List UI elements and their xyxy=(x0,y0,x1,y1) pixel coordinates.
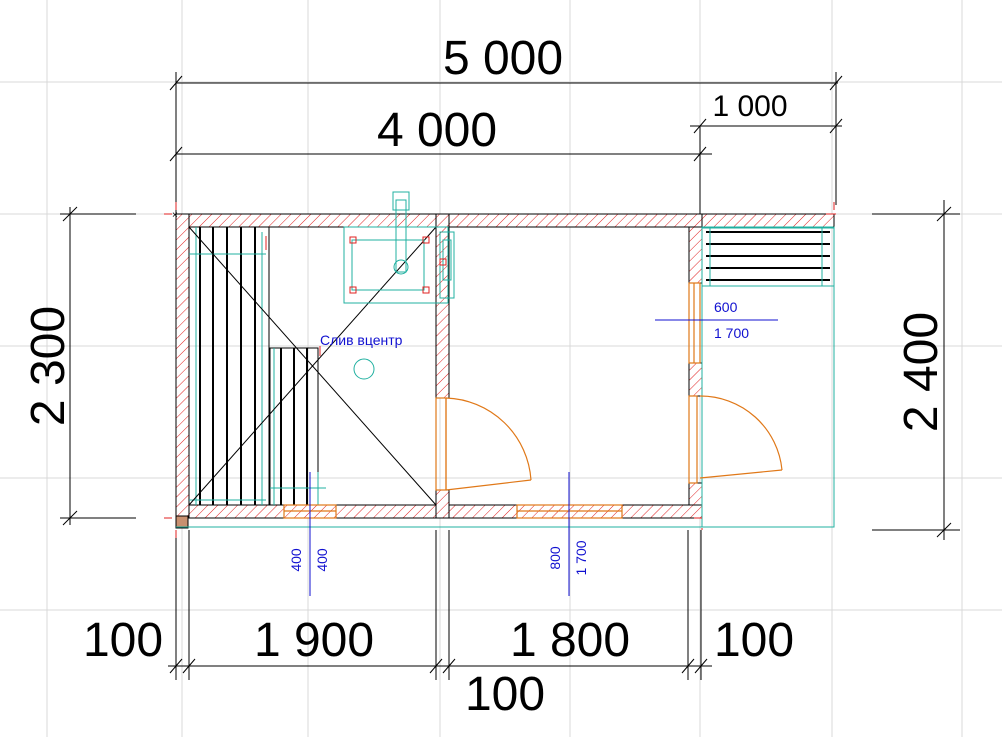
window-right xyxy=(688,282,701,364)
dim-inner-width: 4 000 xyxy=(377,104,497,157)
right-dimension xyxy=(872,200,960,540)
stove-fixture xyxy=(343,191,455,304)
top-dimensions xyxy=(169,72,843,215)
door-entrance xyxy=(688,395,783,484)
dim-bottom-room2: 1 800 xyxy=(510,614,630,667)
corner-markers: × xyxy=(164,202,836,538)
window-right-height: 1 700 xyxy=(714,325,749,341)
window-bottom-mid-b: 1 700 xyxy=(573,540,589,575)
dim-bottom-right-wall: 100 xyxy=(714,614,794,667)
dim-bottom-room1: 1 900 xyxy=(254,614,374,667)
porch-outline xyxy=(701,226,835,528)
window-bottom-left-a: 400 xyxy=(288,548,304,572)
svg-text:×: × xyxy=(172,210,178,221)
dim-bottom-center-wall: 100 xyxy=(465,668,545,721)
dim-overall-width: 5 000 xyxy=(443,32,563,85)
dim-left-height: 2 300 xyxy=(22,306,75,426)
sauna-shelves xyxy=(188,226,437,506)
window-bottom-left-b: 400 xyxy=(314,548,330,572)
left-dimension xyxy=(60,206,136,526)
drain-label: Слив вцентр xyxy=(320,332,403,348)
bottom-dimensions xyxy=(168,530,712,680)
walls xyxy=(175,213,835,529)
drain-icon xyxy=(353,358,375,380)
window-right-width: 600 xyxy=(714,299,738,315)
door-inner xyxy=(435,397,532,491)
porch-steps xyxy=(701,227,835,287)
dim-right-height: 2 400 xyxy=(895,312,948,432)
dim-porch-width: 1 000 xyxy=(712,90,787,123)
dim-bottom-left-wall: 100 xyxy=(83,614,163,667)
window-bottom-mid-a: 800 xyxy=(547,546,563,570)
